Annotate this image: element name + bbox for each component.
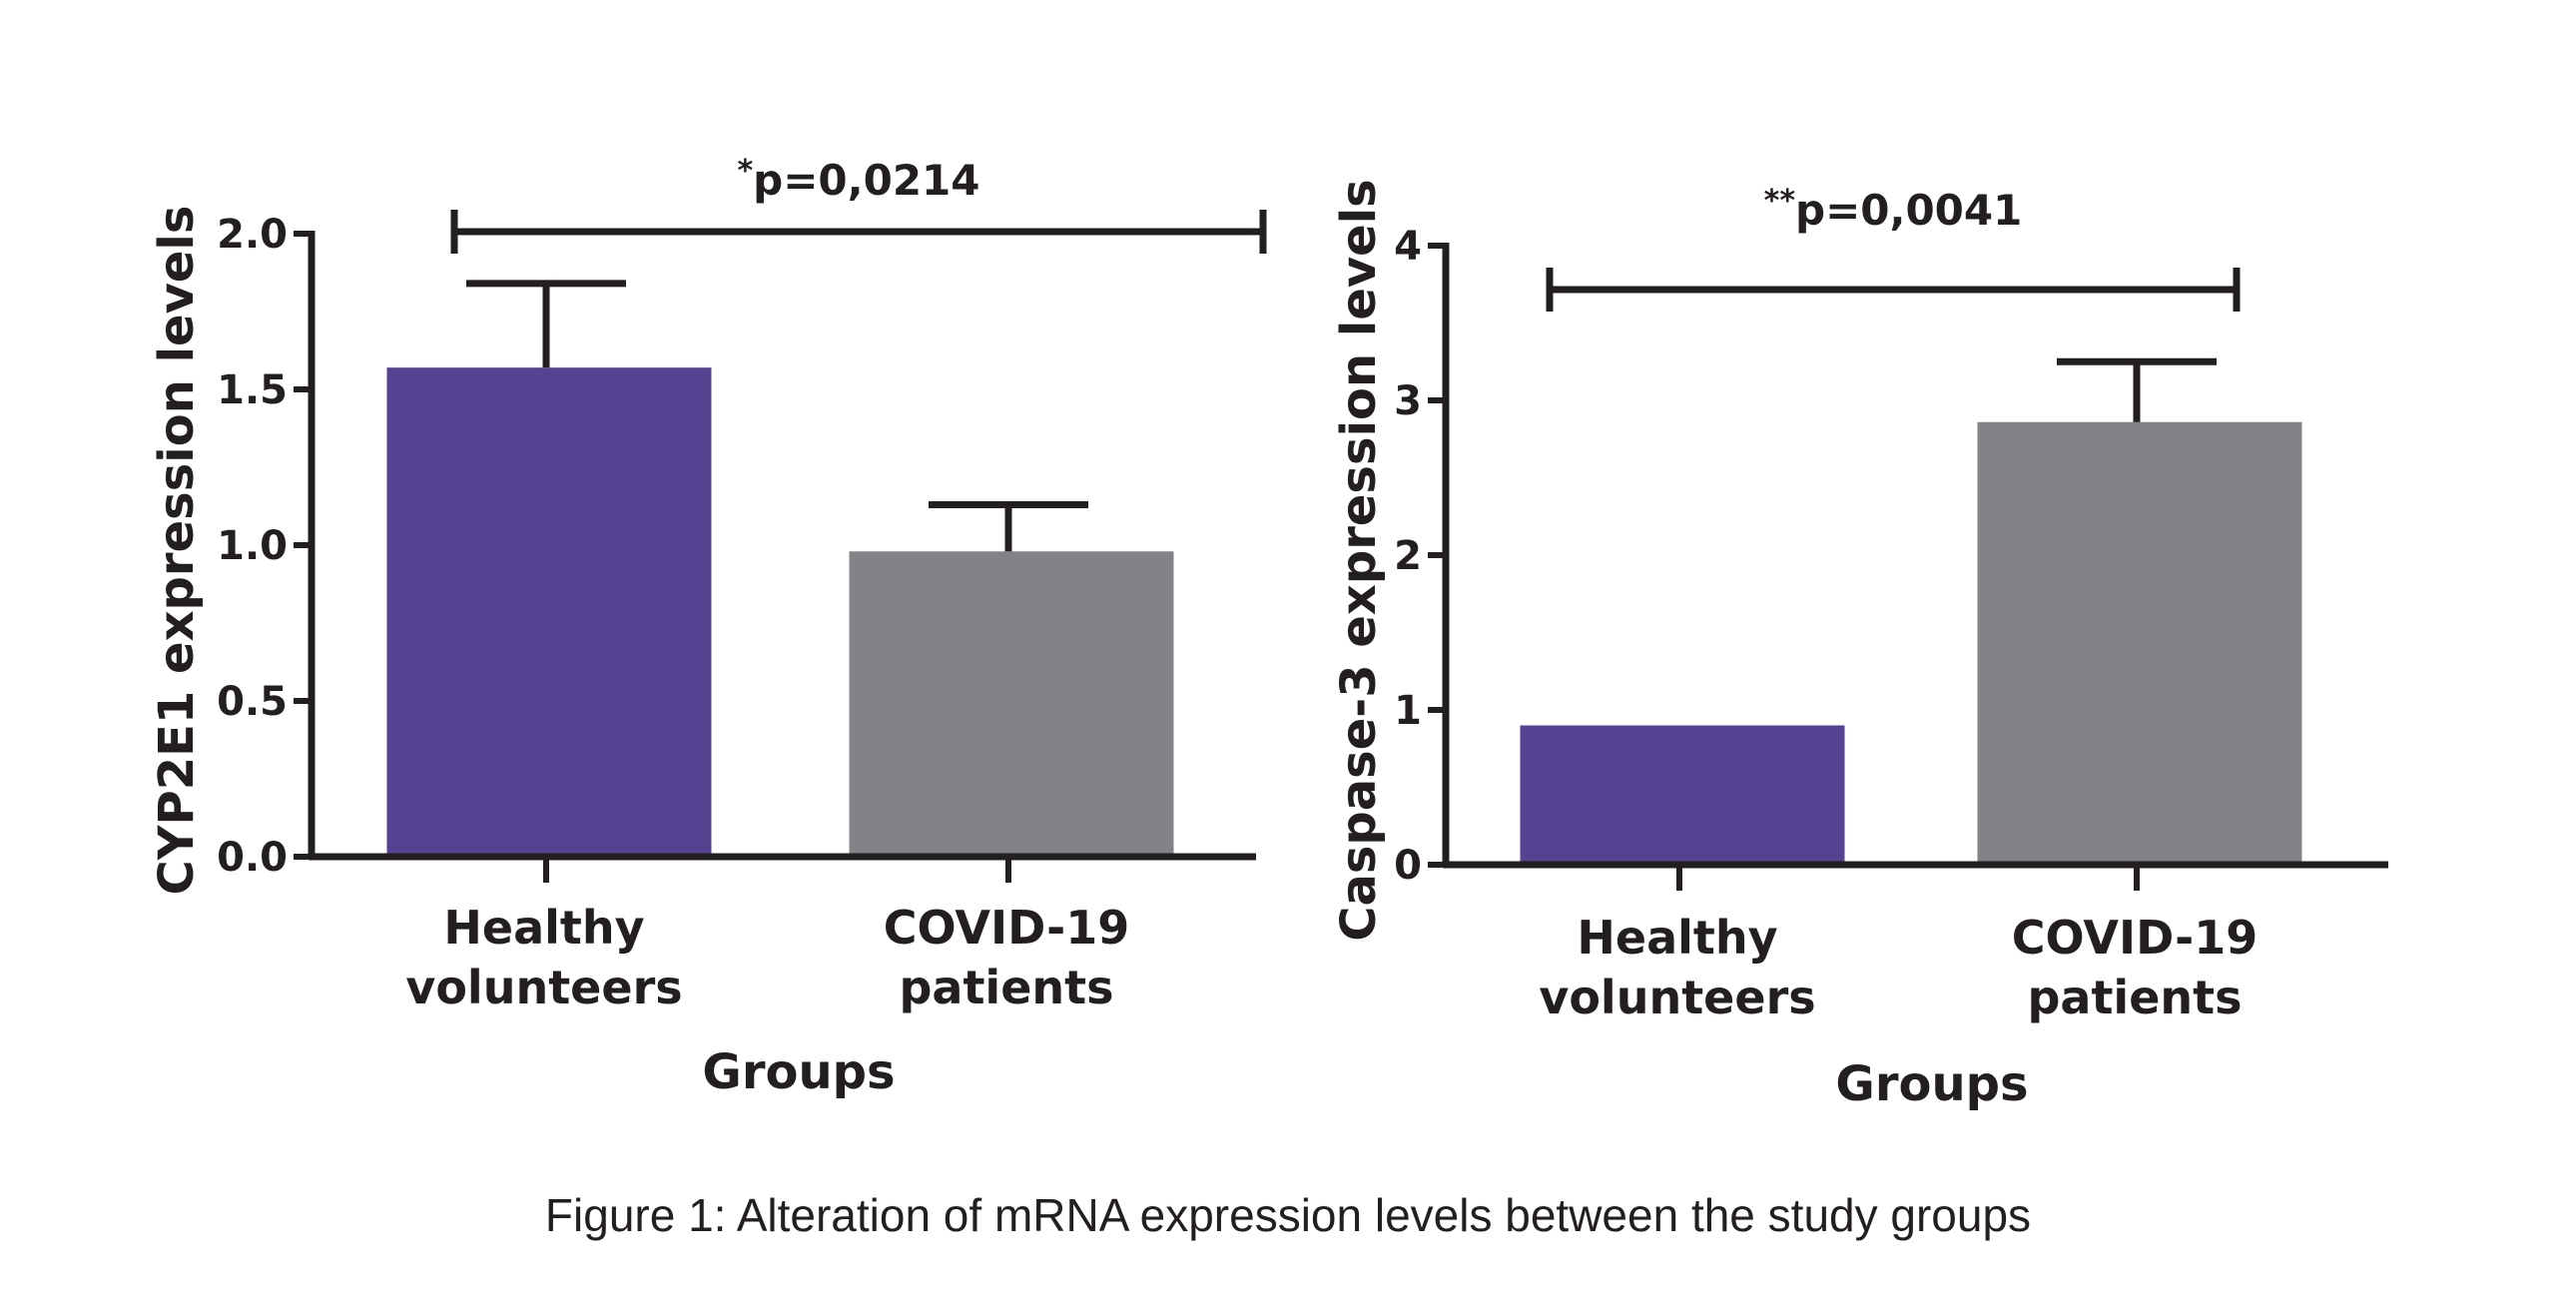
x-category-label: COVID-19 patients — [2012, 911, 2258, 1024]
x-category-label: Healthy volunteers — [1539, 911, 1815, 1024]
y-tick-label: 3 — [1394, 378, 1422, 424]
error-bar-covid — [2057, 357, 2217, 422]
y-tick-label: 0.0 — [217, 835, 288, 881]
bar-healthy — [386, 367, 712, 857]
bar-covid — [849, 551, 1174, 857]
y-tick-label: 1.5 — [217, 367, 288, 413]
x-category-label: Healthy volunteers — [405, 901, 682, 1014]
error-bar-healthy — [466, 280, 626, 368]
bar-healthy — [1520, 725, 1845, 865]
figure-caption: Figure 1: Alteration of mRNA expression … — [544, 1189, 2032, 1241]
y-tick-label: 0.5 — [217, 679, 288, 725]
y-tick-label: 2 — [1394, 533, 1422, 579]
y-tick-label: 4 — [1394, 224, 1422, 270]
y-tick-label: 0 — [1394, 843, 1422, 889]
y-axis-title: Caspase-3 expression levels — [1331, 179, 1387, 942]
p-value-label: *p=0,0214 — [737, 154, 979, 205]
caspase3-chart: 0 1 2 3 4 Healthy volunteers COVID-19 patients Gr… — [1331, 179, 2388, 1112]
significance-bracket — [450, 210, 1267, 254]
cyp2e1-chart: 0.0 0.5 1.0 1.5 2.0 Healthy volunteers COVID-19… — [149, 154, 1267, 1100]
significance-bracket — [1546, 268, 2241, 312]
error-bar-covid — [929, 500, 1088, 552]
y-tick-label: 2.0 — [217, 212, 288, 258]
bar-covid — [1977, 421, 2302, 865]
x-category-label: COVID-19 patients — [884, 901, 1130, 1014]
y-tick-label: 1 — [1394, 688, 1422, 734]
p-value-label: **p=0,0041 — [1764, 184, 2023, 235]
x-axis-title: Groups — [702, 1044, 895, 1100]
x-axis-title: Groups — [1835, 1056, 2028, 1112]
y-tick-label: 1.0 — [217, 523, 288, 569]
y-axis-title: CYP2E1 expression levels — [149, 206, 205, 896]
